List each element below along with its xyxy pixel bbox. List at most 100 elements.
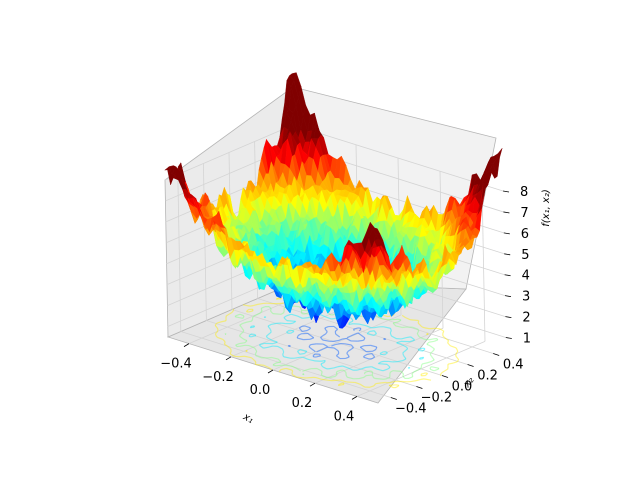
- contour-segment: [283, 315, 287, 319]
- contour-segment: [383, 326, 391, 329]
- contour-segment: [366, 352, 372, 356]
- contour-segment: [383, 368, 388, 372]
- contour-segment: [410, 319, 419, 322]
- contour-segment: [325, 316, 332, 320]
- contour-segment: [397, 359, 404, 363]
- contour-segment: [217, 336, 224, 341]
- z-tick-label: 6: [521, 227, 529, 242]
- contour-segment: [328, 367, 334, 370]
- contour-segment: [242, 317, 244, 319]
- contour-segment: [372, 348, 377, 352]
- contour-segment: [396, 342, 403, 346]
- contour-segment: [397, 319, 402, 323]
- contour-segment: [320, 314, 326, 318]
- contour-segment: [275, 341, 278, 344]
- contour-segment: [373, 326, 380, 329]
- contour-segment: [301, 312, 304, 315]
- contour-segment: [408, 376, 413, 379]
- contour-segment: [342, 337, 347, 340]
- contour-segment: [346, 353, 349, 356]
- contour-segment: [359, 323, 367, 327]
- contour-segment: [411, 373, 414, 376]
- contour-segment: [306, 328, 311, 332]
- contour-segment: [266, 333, 270, 337]
- contour-segment: [338, 383, 345, 386]
- contour-segment: [297, 349, 301, 352]
- surface-mesh: [164, 71, 503, 329]
- contour-segment: [309, 337, 314, 340]
- contour-segment: [253, 347, 256, 349]
- contour-segment: [410, 380, 417, 383]
- contour-segment: [361, 366, 366, 370]
- contour-segment: [390, 318, 398, 321]
- contour-segment: [249, 325, 252, 328]
- contour-segment: [272, 313, 282, 315]
- contour-segment: [402, 350, 406, 354]
- contour-segment: [243, 338, 248, 342]
- contour-segment: [257, 302, 264, 305]
- contour-segment: [348, 367, 354, 371]
- contour-segment: [335, 371, 338, 374]
- contour-segment: [259, 344, 264, 349]
- contour-segment: [347, 349, 351, 352]
- contour-segment: [286, 320, 295, 322]
- contour-segment: [297, 337, 304, 341]
- contour-segment: [386, 363, 391, 368]
- contour-segment: [369, 330, 375, 333]
- contour-segment: [376, 368, 383, 372]
- contour-segment: [345, 374, 348, 378]
- contour-segment: [308, 345, 311, 348]
- contour-segment: [259, 342, 265, 346]
- contour-segment: [363, 375, 367, 378]
- contour-segment: [342, 365, 349, 369]
- contour-segment: [373, 383, 377, 387]
- y-tick-label: 0.0: [452, 380, 473, 395]
- x-tick-label: 0.4: [334, 409, 355, 424]
- contour-segment: [395, 385, 400, 388]
- contour-segment: [350, 347, 354, 350]
- contour-segment: [399, 319, 402, 321]
- contour-segment: [249, 305, 254, 307]
- contour-segment: [330, 375, 336, 378]
- contour-segment: [222, 339, 226, 343]
- contour-segment: [429, 354, 433, 357]
- contour-segment: [271, 356, 279, 360]
- contour-segment: [311, 348, 316, 353]
- contour-segment: [388, 384, 394, 389]
- contour-segment: [416, 333, 420, 337]
- contour-segment: [240, 331, 244, 335]
- contour-segment: [349, 320, 354, 324]
- floor-grid-y: [206, 320, 417, 387]
- z-tick-mark: [503, 232, 510, 235]
- contour-segment: [385, 351, 388, 354]
- contour-segment: [428, 340, 435, 343]
- contour-segment: [378, 361, 382, 364]
- contour-segment: [253, 303, 258, 307]
- contour-segment: [235, 313, 240, 317]
- contour-segment: [242, 321, 248, 325]
- contour-segment: [248, 333, 252, 337]
- contour-segment: [431, 359, 435, 363]
- contour-segment: [261, 306, 266, 309]
- x-tick-mark: [351, 396, 358, 400]
- contour-segment: [302, 329, 308, 333]
- contour-segment: [268, 367, 273, 371]
- contour-segment: [357, 382, 361, 386]
- contour-segment: [430, 350, 434, 354]
- contour-segment: [229, 353, 235, 357]
- contour-segment: [277, 358, 282, 363]
- contour-segment: [392, 322, 397, 327]
- contour-segment: [266, 337, 273, 341]
- contour-segment: [312, 353, 316, 357]
- z-tick-label: 1: [523, 332, 531, 347]
- contour-segment: [282, 354, 285, 357]
- contour-segment: [379, 351, 384, 354]
- contour-segment: [282, 349, 285, 353]
- contour-segment: [348, 323, 354, 326]
- y-tick-mark: [390, 397, 397, 400]
- y-tick-label: −0.2: [421, 391, 453, 406]
- contour-segment: [331, 379, 339, 382]
- contour-segment: [359, 327, 362, 330]
- contour-segment: [280, 367, 286, 371]
- contour-segment: [383, 338, 385, 340]
